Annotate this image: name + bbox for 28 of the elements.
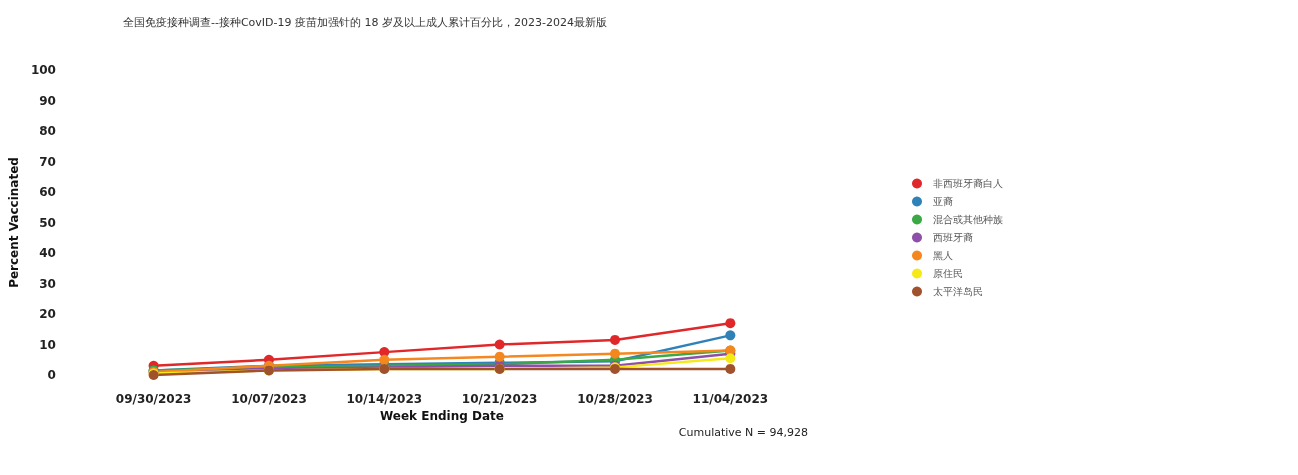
y-tick-label: 40 xyxy=(39,246,56,260)
y-tick-label: 60 xyxy=(39,185,56,199)
x-tick-label: 10/21/2023 xyxy=(461,392,538,406)
legend-label: 黑人 xyxy=(933,250,953,261)
x-axis-title: Week Ending Date xyxy=(380,408,504,423)
x-tick-label: 10/28/2023 xyxy=(577,392,653,406)
y-tick-label: 80 xyxy=(39,124,56,138)
x-tick-label: 10/07/2023 xyxy=(231,392,307,406)
legend-label: 原住民 xyxy=(933,268,963,279)
y-axis-title: Percent Vaccinated xyxy=(7,157,21,288)
text: Cumulative N = 94,928 xyxy=(678,426,809,439)
legend-label: 混合或其他种族 xyxy=(933,214,1003,225)
legend-label: 太平洋岛民 xyxy=(933,286,983,297)
legend-label: 西班牙裔 xyxy=(933,232,973,243)
chart-title: 全国免疫接种调查--接种CovID-19 疫苗加强针的 18 岁及以上成人累计百分比，2023-2024最新版 xyxy=(123,16,607,29)
y-tick-label: 90 xyxy=(39,93,56,108)
y-tick-label: 70 xyxy=(39,154,56,169)
legend-label: 非西班牙裔白人 xyxy=(933,178,1003,189)
y-tick-label: 50 xyxy=(39,215,56,230)
x-tick-label: 11/04/2023 xyxy=(692,392,769,406)
x-tick-label: 09/30/2023 xyxy=(115,392,192,406)
legend-label: 亚裔 xyxy=(933,196,953,207)
y-tick-label: 20 xyxy=(39,307,56,321)
y-tick-label: 10 xyxy=(39,337,56,352)
x-tick-label: 10/14/2023 xyxy=(346,392,423,406)
y-tick-label: 0 xyxy=(47,368,56,382)
y-tick-label: 100 xyxy=(30,63,56,77)
y-tick-label: 30 xyxy=(39,276,56,291)
